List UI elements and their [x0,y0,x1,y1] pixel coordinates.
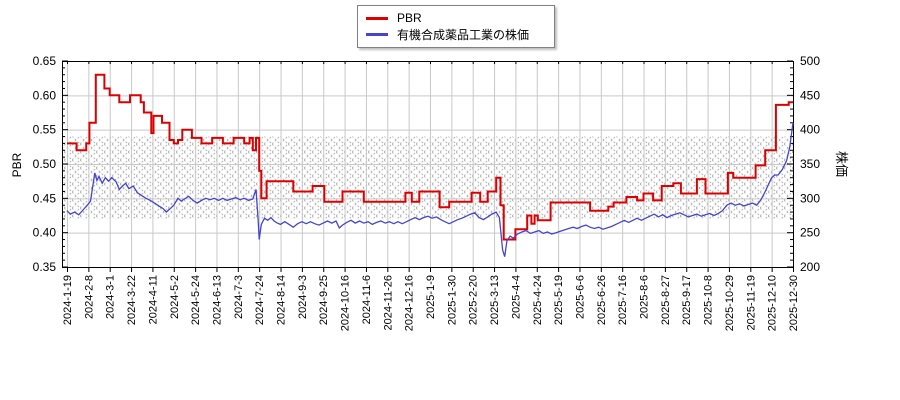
legend-label-pbr: PBR [397,11,422,25]
gridlines [62,61,794,267]
right-tick-labels: 500 450 400 350 300 250 200 [800,54,820,274]
svg-text:400: 400 [800,123,820,137]
svg-text:2024-6-13: 2024-6-13 [211,275,223,325]
legend-item-pbr: PBR [366,10,546,26]
left-axis-title: PBR [10,152,24,178]
svg-text:350: 350 [800,157,820,171]
pbr-range-band [62,136,793,219]
svg-text:2024-7-3: 2024-7-3 [233,275,245,319]
pbr-series-line [67,73,793,241]
svg-text:2025-2-20: 2025-2-20 [468,275,480,325]
legend-item-stock: 有機合成薬品工業の株価 [366,26,546,42]
plot-frame [62,61,794,268]
svg-text:2024-1-19: 2024-1-19 [62,275,74,325]
svg-text:500: 500 [800,54,820,68]
svg-text:2025-5-19: 2025-5-19 [553,275,565,325]
svg-text:2025-4-4: 2025-4-4 [510,275,522,319]
svg-text:2025-12-10: 2025-12-10 [767,275,779,331]
svg-text:300: 300 [800,191,820,205]
svg-text:2024-5-24: 2024-5-24 [190,275,202,325]
svg-text:2025-12-30: 2025-12-30 [788,275,800,331]
svg-text:2025-8-27: 2025-8-27 [660,275,672,325]
svg-text:0.50: 0.50 [33,157,57,171]
svg-text:2025-6-26: 2025-6-26 [596,275,608,325]
legend-label-stock: 有機合成薬品工業の株価 [397,27,530,42]
svg-text:0.45: 0.45 [33,191,57,205]
svg-text:250: 250 [800,226,820,240]
svg-text:2025-7-16: 2025-7-16 [617,275,629,325]
right-axis-title: 株価 [834,150,849,177]
svg-text:2025-9-17: 2025-9-17 [681,275,693,325]
svg-text:2025-10-29: 2025-10-29 [724,275,736,331]
svg-text:2024-10-16: 2024-10-16 [340,275,352,331]
svg-text:2025-1-30: 2025-1-30 [446,275,458,325]
svg-text:0.55: 0.55 [33,123,57,137]
svg-text:2024-11-26: 2024-11-26 [382,275,394,330]
svg-text:2024-11-6: 2024-11-6 [361,275,373,324]
svg-text:2024-9-25: 2024-9-25 [318,275,330,325]
svg-text:2025-8-6: 2025-8-6 [639,275,651,319]
svg-text:2025-3-13: 2025-3-13 [489,275,501,325]
svg-text:0.65: 0.65 [33,54,57,68]
svg-text:2024-9-3: 2024-9-3 [297,275,309,319]
svg-text:2025-11-19: 2025-11-19 [745,275,757,330]
svg-text:450: 450 [800,88,820,102]
svg-text:2025-10-8: 2025-10-8 [703,275,715,325]
svg-text:2024-7-24: 2024-7-24 [254,275,266,325]
stock-line-swatch [366,32,388,36]
svg-text:2025-6-6: 2025-6-6 [574,275,586,319]
svg-text:2024-3-1: 2024-3-1 [105,275,117,319]
svg-text:0.40: 0.40 [33,226,57,240]
left-tick-labels: 0.65 0.60 0.55 0.50 0.45 0.40 0.35 [33,54,57,274]
pbr-line-swatch [366,16,388,20]
svg-text:2024-12-16: 2024-12-16 [404,275,416,331]
svg-text:0.60: 0.60 [33,88,57,102]
stock-price-series-line [66,122,794,257]
svg-text:2024-4-11: 2024-4-11 [147,275,159,324]
svg-text:2025-1-9: 2025-1-9 [425,275,437,319]
svg-text:2025-4-24: 2025-4-24 [532,275,544,325]
svg-text:2024-2-8: 2024-2-8 [83,275,95,319]
svg-text:0.35: 0.35 [33,260,57,274]
svg-text:2024-5-2: 2024-5-2 [169,275,181,319]
x-tick-labels: 2024-1-19 2024-2-8 2024-3-1 2024-3-22 2024-4… [62,275,800,331]
svg-text:200: 200 [800,260,820,274]
svg-text:2024-8-14: 2024-8-14 [276,275,288,325]
svg-text:2024-3-22: 2024-3-22 [126,275,138,325]
legend: PBR 有機合成薬品工業の株価 [357,5,555,48]
